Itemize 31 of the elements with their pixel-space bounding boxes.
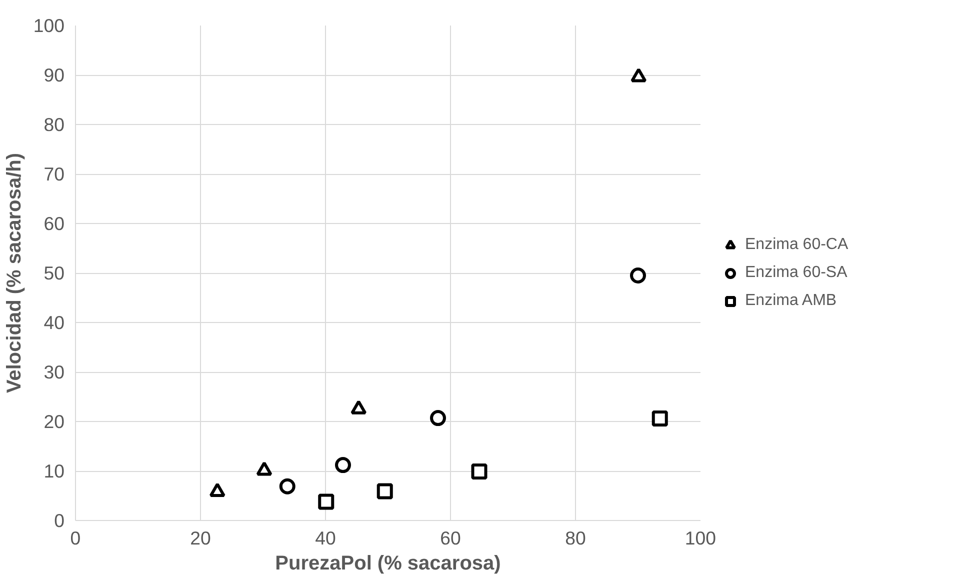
y-tick-label: 100 (33, 15, 65, 36)
y-tick-label: 70 (44, 164, 65, 184)
x-tick-label: 0 (70, 528, 81, 548)
point (318, 494, 334, 510)
y-tick-label: 60 (44, 213, 65, 234)
y-tick-label: 0 (54, 510, 65, 531)
y-tick-label: 10 (44, 460, 65, 482)
y-tick-label: 30 (44, 362, 65, 382)
y-tick-label: 20 (44, 411, 65, 432)
y-tick-label: 40 (44, 312, 65, 333)
point (652, 410, 668, 427)
x-axis-title: PurezaPol (% sacarosa) (275, 552, 501, 574)
x-tick-label: 40 (315, 528, 336, 548)
point (279, 478, 296, 494)
point (630, 267, 646, 284)
point (335, 457, 351, 474)
legend-label: Enzima 60-CA (745, 236, 848, 254)
x-tick-label: 80 (565, 528, 586, 548)
y-tick-label: 90 (44, 64, 65, 86)
legend-label: Enzima 60-SA (745, 264, 848, 282)
point (630, 68, 647, 82)
point (471, 463, 488, 480)
point (376, 483, 393, 500)
x-tick-label: 100 (684, 528, 716, 548)
y-tick-label: 80 (44, 114, 65, 135)
y-tick-label: 50 (44, 262, 65, 284)
x-tick-label: 20 (190, 528, 211, 548)
point (430, 410, 446, 426)
x-tick-label: 60 (440, 528, 461, 548)
legend-label: Enzima AMB (745, 292, 837, 310)
y-axis-title: Velocidad (% sacarosa/h) (3, 152, 26, 394)
